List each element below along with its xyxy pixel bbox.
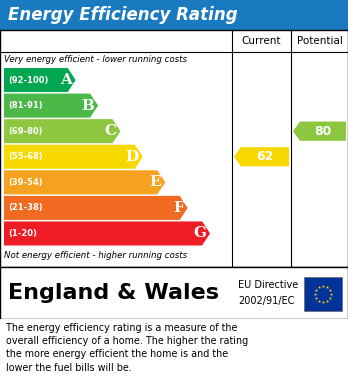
Bar (0, 30, 348, 267)
Polygon shape (4, 170, 165, 194)
Text: C: C (104, 124, 117, 138)
Text: 80: 80 (314, 125, 332, 138)
Polygon shape (4, 145, 143, 169)
Text: EU Directive: EU Directive (238, 280, 298, 290)
Text: Potential: Potential (296, 36, 342, 46)
Bar (0, 0, 348, 30)
Text: B: B (81, 99, 94, 113)
Text: G: G (193, 226, 206, 240)
Text: (39-54): (39-54) (8, 178, 42, 187)
Polygon shape (234, 147, 289, 167)
Text: (69-80): (69-80) (8, 127, 42, 136)
Text: (55-68): (55-68) (8, 152, 43, 161)
Text: F: F (173, 201, 184, 215)
Text: The energy efficiency rating is a measure of the
overall efficiency of a home. T: The energy efficiency rating is a measur… (6, 323, 248, 373)
Polygon shape (4, 93, 98, 118)
Polygon shape (293, 122, 346, 141)
Polygon shape (4, 196, 188, 220)
Text: E: E (150, 175, 161, 189)
Text: A: A (60, 73, 72, 87)
Text: Current: Current (242, 36, 281, 46)
Text: D: D (126, 150, 139, 164)
Bar (0, 319, 348, 391)
Text: (1-20): (1-20) (8, 229, 37, 238)
Text: 62: 62 (256, 150, 274, 163)
Polygon shape (4, 221, 210, 246)
Text: (81-91): (81-91) (8, 101, 42, 110)
Polygon shape (4, 119, 120, 143)
Bar (0, 267, 348, 319)
Text: Not energy efficient - higher running costs: Not energy efficient - higher running co… (4, 251, 187, 260)
Text: England & Wales: England & Wales (8, 283, 219, 303)
Bar (304, 277, 342, 311)
Text: 2002/91/EC: 2002/91/EC (238, 296, 294, 306)
Text: (92-100): (92-100) (8, 75, 48, 84)
Text: Energy Efficiency Rating: Energy Efficiency Rating (8, 6, 238, 24)
Text: (21-38): (21-38) (8, 203, 42, 212)
Text: Very energy efficient - lower running costs: Very energy efficient - lower running co… (4, 56, 187, 65)
Polygon shape (4, 68, 76, 92)
